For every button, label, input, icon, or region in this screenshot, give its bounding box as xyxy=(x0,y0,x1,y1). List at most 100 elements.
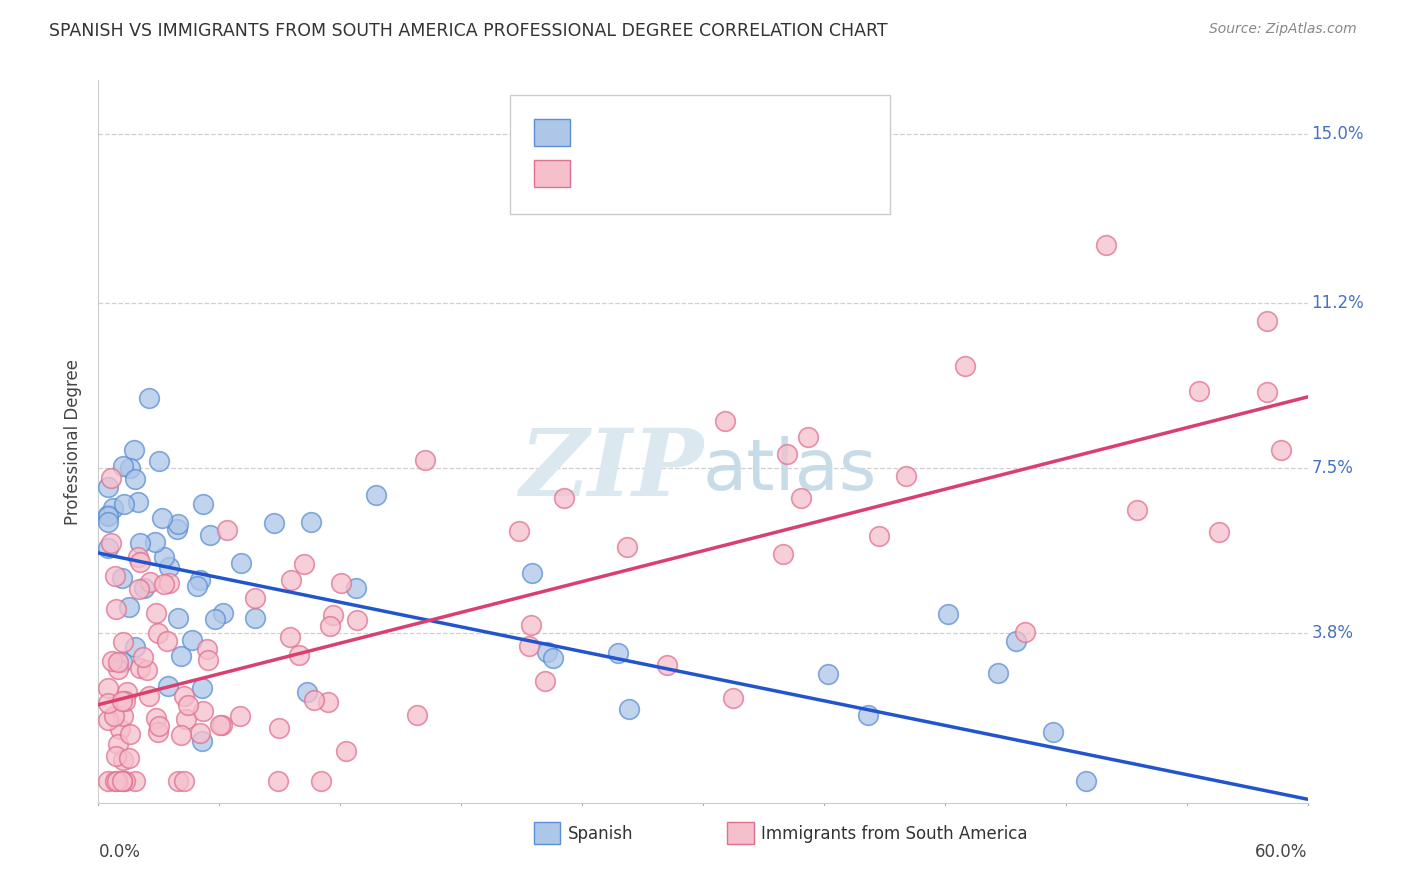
Point xyxy=(146,626,169,640)
Point xyxy=(107,662,129,676)
Point xyxy=(321,607,343,622)
Point xyxy=(112,634,135,648)
Point xyxy=(129,536,152,550)
Point xyxy=(115,685,138,699)
Point xyxy=(209,717,232,731)
Point xyxy=(319,619,342,633)
Point xyxy=(1014,624,1036,639)
Point xyxy=(166,611,188,625)
Point xyxy=(299,515,322,529)
Point xyxy=(173,773,195,788)
Point xyxy=(156,633,179,648)
Point xyxy=(104,748,127,763)
Point xyxy=(772,547,794,561)
Point xyxy=(111,708,134,723)
Point xyxy=(111,571,134,585)
Text: 3.8%: 3.8% xyxy=(1312,624,1353,642)
Point xyxy=(157,576,180,591)
Point xyxy=(138,690,160,704)
Point xyxy=(173,690,195,704)
Point xyxy=(1042,724,1064,739)
Point xyxy=(169,728,191,742)
Text: 57: 57 xyxy=(793,124,817,142)
Point xyxy=(655,657,678,672)
Point xyxy=(107,655,129,669)
Point xyxy=(790,491,813,505)
Point xyxy=(166,522,188,536)
Point xyxy=(616,541,638,555)
Point xyxy=(97,480,120,494)
Point xyxy=(413,453,436,467)
Point xyxy=(97,696,120,710)
Point xyxy=(200,527,222,541)
Point xyxy=(100,536,122,550)
Point xyxy=(953,359,976,373)
Point xyxy=(101,500,124,515)
Point xyxy=(112,497,135,511)
Point xyxy=(1076,773,1098,788)
Point xyxy=(894,469,917,483)
Point xyxy=(188,574,211,588)
Point xyxy=(868,528,890,542)
Point xyxy=(1126,503,1149,517)
Point xyxy=(111,655,134,669)
Point xyxy=(1256,314,1278,328)
Point xyxy=(1208,524,1230,539)
Point xyxy=(153,577,176,591)
Point xyxy=(111,773,134,788)
Point xyxy=(145,711,167,725)
Point xyxy=(1270,442,1292,457)
Point xyxy=(520,618,543,632)
Point xyxy=(295,685,318,699)
Point xyxy=(100,471,122,485)
Point xyxy=(280,574,302,588)
Point xyxy=(111,694,134,708)
Point xyxy=(987,666,1010,681)
Point xyxy=(105,773,128,788)
Point xyxy=(104,602,127,616)
Text: -0.334: -0.334 xyxy=(640,124,699,142)
Point xyxy=(138,391,160,405)
Point xyxy=(176,698,198,712)
FancyBboxPatch shape xyxy=(534,119,569,146)
Point xyxy=(129,660,152,674)
Point xyxy=(211,717,233,731)
Text: 0.0%: 0.0% xyxy=(98,843,141,861)
Point xyxy=(607,646,630,660)
Point xyxy=(153,549,176,564)
Point xyxy=(180,632,202,647)
Point xyxy=(245,591,267,605)
Point xyxy=(107,737,129,751)
Point xyxy=(169,648,191,663)
Point xyxy=(191,734,214,748)
Point xyxy=(132,650,155,665)
Point xyxy=(1256,384,1278,399)
Point xyxy=(134,581,156,595)
FancyBboxPatch shape xyxy=(509,95,890,214)
Point xyxy=(243,611,266,625)
Point xyxy=(118,751,141,765)
Text: N =: N = xyxy=(740,124,779,142)
Point xyxy=(124,472,146,486)
Point xyxy=(228,708,250,723)
Text: 60.0%: 60.0% xyxy=(1256,843,1308,861)
Point xyxy=(97,515,120,529)
Point xyxy=(97,541,120,555)
Point xyxy=(797,429,820,443)
Point xyxy=(114,694,136,708)
Point xyxy=(508,524,530,538)
Point xyxy=(124,773,146,788)
Point xyxy=(150,511,173,525)
Text: R =: R = xyxy=(582,124,621,142)
Text: SPANISH VS IMMIGRANTS FROM SOUTH AMERICA PROFESSIONAL DEGREE CORRELATION CHART: SPANISH VS IMMIGRANTS FROM SOUTH AMERICA… xyxy=(49,22,887,40)
Point xyxy=(97,773,120,788)
Point xyxy=(517,639,540,653)
Point xyxy=(111,773,134,788)
Point xyxy=(534,673,557,688)
Point xyxy=(191,704,214,718)
Point xyxy=(1005,633,1028,648)
Point xyxy=(215,523,238,537)
Point xyxy=(278,630,301,644)
Point xyxy=(346,614,368,628)
Point xyxy=(288,648,311,662)
